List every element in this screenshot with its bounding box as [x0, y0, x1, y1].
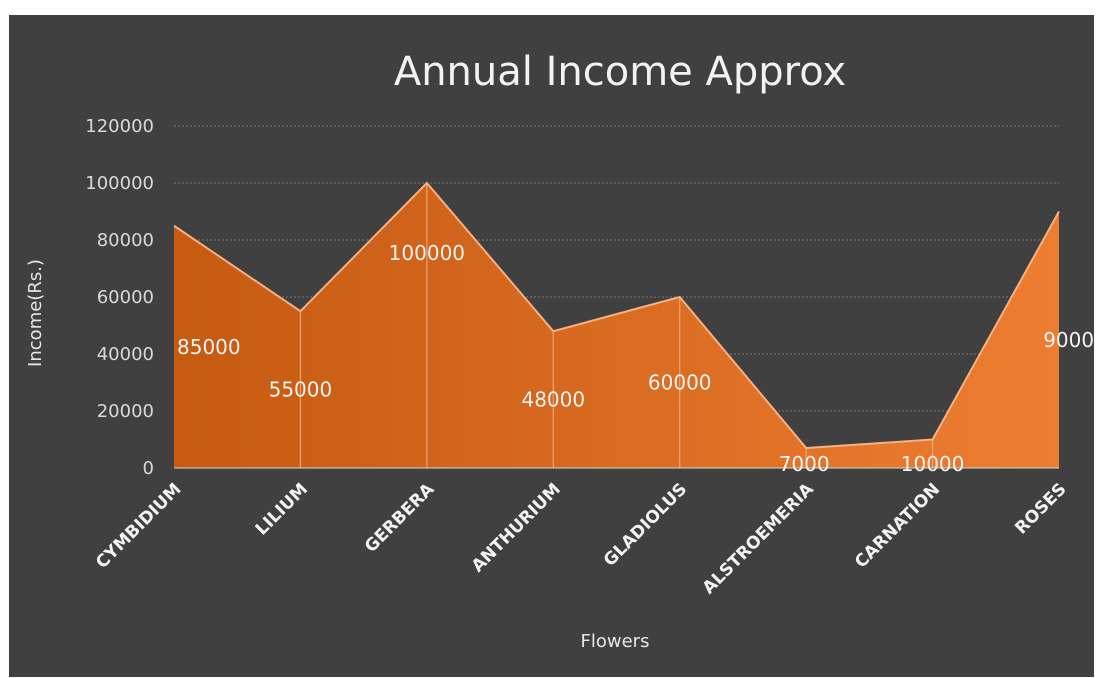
y-axis-title: Income(Rs.): [25, 259, 46, 367]
x-axis: CYMBIDIUM LILIUM GERBERA ANTHURIUM GLADIOLUS…: [92, 479, 1070, 598]
y-tick-label: 40000: [97, 344, 154, 365]
x-tick-label: GERBERA: [361, 479, 439, 557]
area-chart: Annual Income Approx 0 20000 40000 60000 800…: [25, 49, 1094, 652]
data-labels: 85000 55000 100000 48000 60000 7000 10000 90000: [177, 241, 1094, 476]
y-tick-label: 60000: [97, 287, 154, 308]
y-tick-label: 20000: [97, 401, 154, 422]
chart-frame: Annual Income Approx 0 20000 40000 60000 800…: [9, 15, 1094, 677]
x-tick-label: LILIUM: [252, 479, 312, 539]
x-tick-label: GLADIOLUS: [600, 479, 691, 570]
gridlines: [174, 125, 1059, 412]
x-tick-label: CYMBIDIUM: [92, 479, 185, 572]
x-tick-label: ROSES: [1011, 479, 1070, 538]
data-label: 7000: [779, 452, 830, 476]
data-label: 90000: [1043, 328, 1094, 352]
y-tick-label: 80000: [97, 230, 154, 251]
x-tick-label: ANTHURIUM: [468, 479, 565, 576]
data-label: 85000: [177, 335, 241, 359]
y-tick-label: 0: [143, 458, 154, 479]
data-label: 60000: [648, 371, 712, 395]
area-series: [173, 181, 1060, 469]
x-tick-label: ALSTROEMERIA: [699, 479, 818, 598]
data-label: 100000: [389, 241, 465, 265]
y-tick-label: 100000: [85, 173, 154, 194]
data-label: 55000: [269, 378, 333, 402]
data-label: 48000: [521, 388, 585, 412]
x-tick-label: CARNATION: [851, 479, 944, 572]
chart-title: Annual Income Approx: [394, 49, 846, 95]
area-outline: [173, 181, 1060, 450]
y-axis: 0 20000 40000 60000 80000 100000 120000: [85, 116, 154, 479]
x-axis-title: Flowers: [581, 631, 650, 652]
data-label: 10000: [901, 452, 965, 476]
y-tick-label: 120000: [85, 116, 154, 137]
area-fill: [174, 183, 1059, 468]
